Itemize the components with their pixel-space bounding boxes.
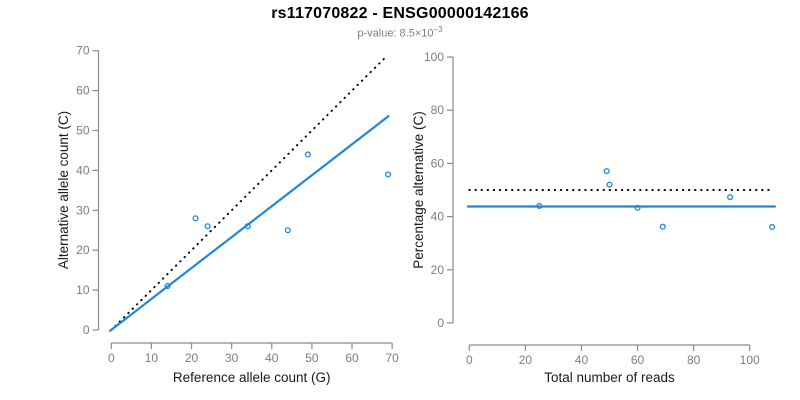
chart-area-right: 0 20 40 60 80 100 0 20 40 60 80 100 Total number of … bbox=[411, 50, 777, 385]
y-tick-label: 0 bbox=[83, 323, 90, 337]
data-point bbox=[304, 151, 311, 158]
y-tick-label: 60 bbox=[431, 156, 445, 170]
data-point bbox=[659, 223, 666, 230]
x-tick-label: 60 bbox=[345, 351, 359, 365]
regression-line bbox=[108, 115, 390, 332]
y-tick-label: 20 bbox=[431, 263, 445, 277]
identity-line bbox=[114, 55, 388, 327]
x-tick-label: 60 bbox=[631, 353, 645, 367]
x-tick-label: 0 bbox=[466, 353, 473, 367]
pvalue-text: p-value: 8.5×10 bbox=[357, 27, 434, 40]
x-tick-label: 0 bbox=[108, 351, 115, 365]
y-tick-label: 100 bbox=[424, 50, 444, 64]
x-tick-label: 30 bbox=[225, 351, 239, 365]
y-tick-label: 50 bbox=[76, 124, 90, 138]
x-tick-label: 50 bbox=[305, 351, 319, 365]
page-title: rs117070822 - ENSG00000142166 bbox=[271, 5, 529, 22]
x-tick-label: 20 bbox=[185, 351, 199, 365]
y-tick-label: 40 bbox=[431, 210, 445, 224]
y-tick-label: 30 bbox=[76, 203, 90, 217]
x-axis-title: Total number of reads bbox=[544, 370, 675, 385]
x-axis-title: Reference allele count (G) bbox=[173, 370, 331, 385]
y-tick-label: 20 bbox=[76, 243, 90, 257]
x-tick-label: 80 bbox=[687, 353, 701, 367]
data-point bbox=[284, 227, 291, 234]
data-point bbox=[769, 223, 776, 231]
data-point bbox=[536, 202, 543, 210]
data-point bbox=[164, 283, 171, 290]
data-point bbox=[603, 168, 610, 175]
y-axis-title: Percentage alternative (C) bbox=[411, 111, 426, 269]
x-tick-label: 70 bbox=[385, 351, 399, 365]
data-point bbox=[192, 215, 199, 222]
x-tick-label: 100 bbox=[740, 353, 760, 367]
y-tick-label: 10 bbox=[76, 283, 90, 297]
y-tick-label: 70 bbox=[76, 44, 90, 58]
x-tick-label: 20 bbox=[519, 353, 533, 367]
y-tick-label: 80 bbox=[431, 103, 445, 117]
data-point bbox=[606, 181, 613, 188]
data-point bbox=[727, 194, 734, 201]
y-tick-label: 60 bbox=[76, 84, 90, 98]
chart-area-left: 0 10 20 30 40 50 60 70 0 10 20 30 40 50 60 70 Reference … bbox=[56, 44, 399, 385]
y-axis-title: Alternative allele count (C) bbox=[56, 111, 71, 269]
data-point bbox=[244, 223, 251, 230]
data-point bbox=[385, 171, 392, 178]
x-tick-label: 40 bbox=[265, 351, 279, 365]
x-tick-label: 10 bbox=[145, 351, 159, 365]
data-point bbox=[634, 204, 641, 211]
pvalue-exponent: −3 bbox=[433, 25, 443, 34]
data-point bbox=[204, 223, 211, 230]
y-tick-label: 0 bbox=[437, 316, 444, 330]
pvalue-subtitle: p-value: 8.5×10−3 bbox=[0, 25, 800, 40]
x-tick-label: 40 bbox=[575, 353, 589, 367]
y-tick-label: 40 bbox=[76, 163, 90, 177]
